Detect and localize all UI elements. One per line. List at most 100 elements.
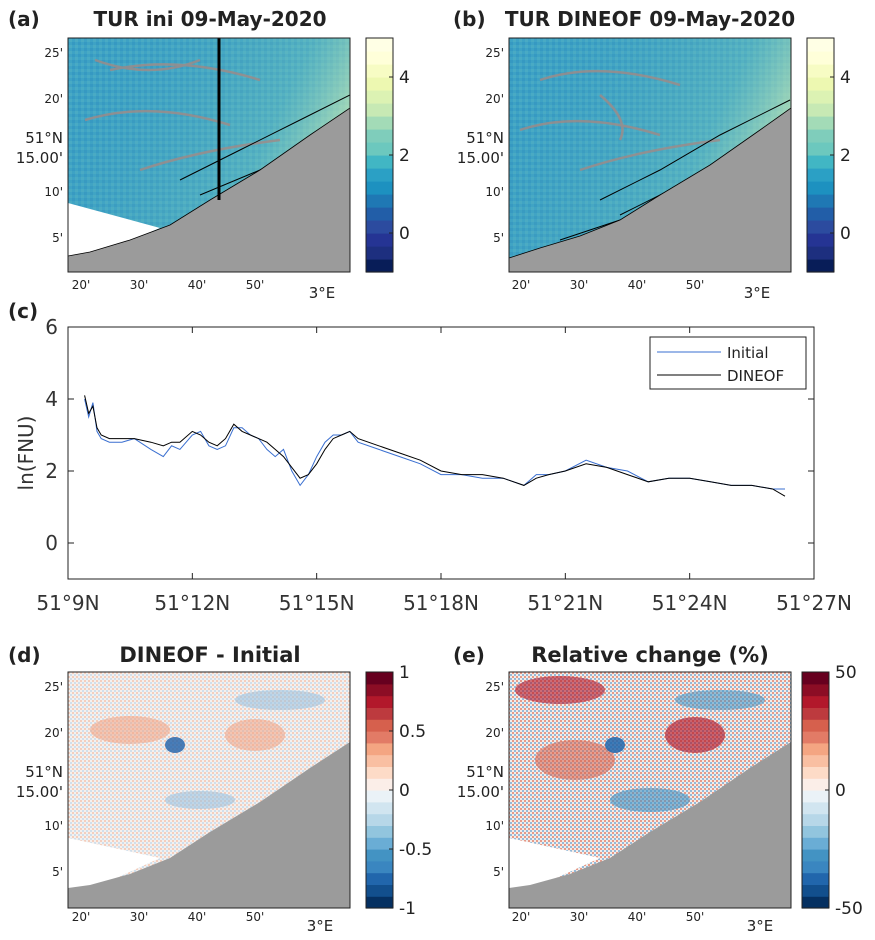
panel-b-map xyxy=(509,38,791,272)
colorbar-tick-label: 0 xyxy=(840,224,851,244)
colorbar-swatch xyxy=(802,849,829,862)
panel-a-colorbar: 4 2 0 xyxy=(365,37,410,273)
panel-d-lat-tick-25: 25' xyxy=(44,680,63,694)
y-tick-label: 0 xyxy=(45,531,58,555)
colorbar-swatch xyxy=(366,233,393,247)
colorbar-swatch xyxy=(366,116,393,130)
colorbar-swatch xyxy=(366,129,393,143)
colorbar-swatch xyxy=(366,884,393,897)
colorbar-swatch xyxy=(807,142,834,156)
colorbar-swatch xyxy=(807,246,834,260)
panel-a-lat-tick-5: 5' xyxy=(52,231,63,245)
colorbar-swatch xyxy=(366,194,393,208)
colorbar-tick-label: 0 xyxy=(399,224,410,244)
y-tick-label: 6 xyxy=(45,315,58,339)
colorbar-tick-label: 0 xyxy=(835,781,846,801)
colorbar-swatch xyxy=(807,90,834,104)
panel-e-lon-tick-50: 50' xyxy=(686,910,705,924)
colorbar-swatch xyxy=(366,731,393,744)
panel-a-lat-tick-10: 10' xyxy=(44,185,63,199)
panel-d-lon-tick-50: 50' xyxy=(246,910,265,924)
panel-d-letter: (d) xyxy=(8,643,41,667)
colorbar-tick-label: 0.5 xyxy=(399,722,426,742)
panel-d-map xyxy=(68,672,350,908)
panel-b-colorbar: 4 2 0 xyxy=(806,37,851,273)
colorbar-swatch xyxy=(366,207,393,221)
colorbar-swatch xyxy=(802,754,829,767)
colorbar-swatch xyxy=(366,742,393,756)
panel-a-lat-tick-20: 20' xyxy=(44,92,63,106)
colorbar-swatch xyxy=(802,801,829,815)
colorbar-swatch xyxy=(802,896,829,909)
colorbar-swatch xyxy=(807,64,834,78)
colorbar-swatch xyxy=(807,168,834,182)
panel-d-lon-tick-20: 20' xyxy=(72,910,91,924)
panel-e-lon-tick-40: 40' xyxy=(628,910,647,924)
colorbar-swatch xyxy=(807,77,834,91)
y-tick-label: 2 xyxy=(45,459,58,483)
panel-b-lat-main: 51°N xyxy=(466,129,504,147)
colorbar-swatch xyxy=(366,51,393,65)
y-tick-label: 4 xyxy=(45,387,58,411)
colorbar-swatch xyxy=(366,103,393,117)
x-tick-label: 51°9N xyxy=(36,591,99,615)
colorbar-swatch xyxy=(802,742,829,756)
colorbar-swatch xyxy=(366,754,393,767)
x-tick-label: 51°27N xyxy=(776,591,852,615)
colorbar-swatch xyxy=(802,683,829,697)
panel-e-lat-tick-20: 20' xyxy=(485,726,504,740)
colorbar-swatch xyxy=(366,872,393,885)
panel-d-colorbar: 1 0.5 0 -0.5 -1 xyxy=(365,663,432,919)
colorbar-tick-label: 0 xyxy=(399,781,410,801)
panel-d: (d) DINEOF - Initial 25' 20' 51°N 15.00'… xyxy=(8,643,432,935)
colorbar-swatch xyxy=(807,233,834,247)
colorbar-swatch xyxy=(366,77,393,91)
panel-b: (b) TUR DINEOF 09-May-2020 25' 20' 51°N … xyxy=(453,7,851,302)
panel-a-lon-tick-50: 50' xyxy=(246,278,265,292)
colorbar-swatch xyxy=(366,707,393,720)
panel-e-lat-tick-5: 5' xyxy=(493,865,504,879)
colorbar-tick-label: 4 xyxy=(840,68,851,88)
panel-b-lon-tick-20: 20' xyxy=(512,278,531,292)
panel-e-map xyxy=(509,672,791,908)
colorbar-swatch xyxy=(802,672,829,685)
panel-b-lat-tick-10: 10' xyxy=(485,185,504,199)
colorbar-swatch xyxy=(366,90,393,104)
colorbar-swatch xyxy=(807,129,834,143)
colorbar-swatch xyxy=(366,790,393,803)
panel-a: (a) TUR ini 09-May-2020 25' 20' 51°N 15.… xyxy=(8,7,410,302)
chart-y-ticks: 0 2 4 6 xyxy=(45,315,814,555)
panel-a-lat-tick-25: 25' xyxy=(44,46,63,60)
panel-c-chart: (c) ln(FNU) 0 2 4 6 51°9N 51°12N 51°15N 51°18N… xyxy=(8,299,852,615)
colorbar-swatch xyxy=(807,259,834,273)
colorbar-swatch xyxy=(366,155,393,169)
colorbar-swatch xyxy=(366,38,393,52)
panel-e-title: Relative change (%) xyxy=(531,643,769,667)
colorbar-swatch xyxy=(366,168,393,182)
panel-a-lon-tick-30: 30' xyxy=(130,278,149,292)
colorbar-swatch xyxy=(802,707,829,720)
panel-d-lon-tick-30: 30' xyxy=(130,910,149,924)
panel-b-lon-tick-40: 40' xyxy=(628,278,647,292)
legend-label-initial: Initial xyxy=(727,344,769,362)
panel-d-lon-tick-40: 40' xyxy=(188,910,207,924)
colorbar-swatch xyxy=(807,155,834,169)
colorbar-swatch xyxy=(366,142,393,156)
panel-e-lat-main: 51°N xyxy=(466,763,504,781)
colorbar-swatch xyxy=(802,790,829,803)
panel-a-map xyxy=(68,38,350,272)
colorbar-swatch xyxy=(366,246,393,260)
panel-e-lon-tick-30: 30' xyxy=(570,910,589,924)
colorbar-swatch xyxy=(366,766,393,779)
chart-x-ticks: 51°9N 51°12N 51°15N 51°18N 51°21N 51°24N 51°27… xyxy=(36,327,852,615)
colorbar-swatch xyxy=(802,837,829,850)
x-tick-label: 51°24N xyxy=(652,591,728,615)
colorbar-swatch xyxy=(802,778,829,791)
panel-e-colorbar: 50 0 -50 xyxy=(801,663,863,919)
panel-b-letter: (b) xyxy=(453,7,486,31)
colorbar-tick-label: 2 xyxy=(840,146,851,166)
colorbar-swatch xyxy=(802,813,829,826)
colorbar-tick-label: 50 xyxy=(835,663,857,683)
colorbar-swatch xyxy=(366,64,393,78)
panel-e-lat-tick-10: 10' xyxy=(485,819,504,833)
